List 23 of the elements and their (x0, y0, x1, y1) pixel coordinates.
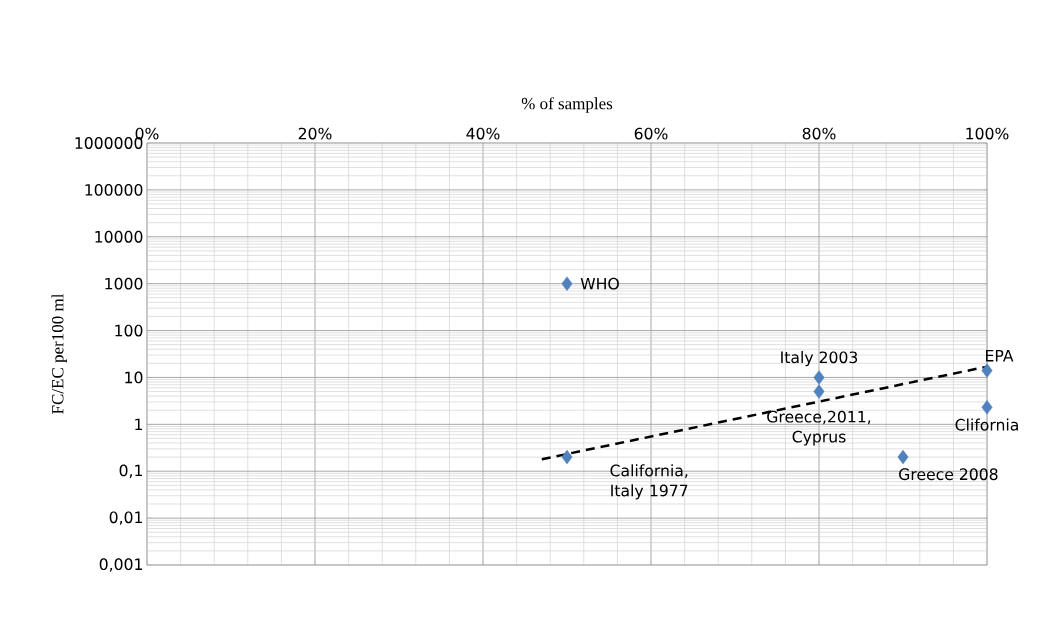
y-axis-title: FC/EC per100 ml (51, 293, 67, 414)
y-tick-label: 10000 (95, 230, 143, 243)
annotation: WHO (580, 277, 619, 290)
y-tick-label: 0,1 (119, 464, 143, 478)
x-tick-label: 20% (298, 127, 332, 140)
annotation: Greece,2011, Cyprus (767, 410, 871, 446)
x-axis-title: % of samples (521, 97, 613, 113)
annotation: California, Italy 1977 (610, 464, 688, 500)
x-tick-label: 100% (966, 127, 1009, 140)
x-tick-label: 60% (634, 127, 668, 140)
y-tick-label: 1 (135, 418, 143, 431)
y-tick-label: 0,001 (99, 558, 143, 572)
y-tick-label: 0,01 (109, 511, 143, 525)
annotation: EPA (986, 349, 1014, 362)
y-tick-label: 100 (115, 324, 143, 337)
y-tick-label: 1000 (105, 277, 143, 290)
annotation: Greece 2008 (899, 468, 998, 481)
x-tick-label: 40% (466, 127, 500, 140)
annotation: Clifornia (955, 418, 1018, 431)
x-tick-label: 80% (802, 127, 836, 140)
y-tick-label: 100000 (85, 183, 143, 196)
annotation: Italy 2003 (781, 351, 858, 367)
y-tick-label: 10 (125, 371, 143, 384)
